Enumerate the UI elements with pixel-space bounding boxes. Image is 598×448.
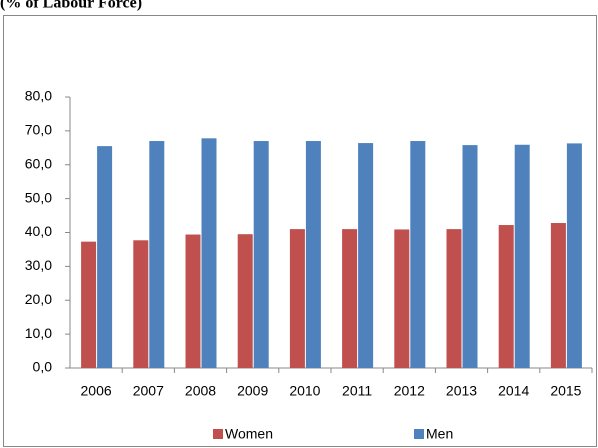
bar <box>253 141 269 368</box>
y-tick-label: 0,0 <box>33 359 53 375</box>
x-tick-label: 2012 <box>394 383 425 399</box>
x-tick-label: 2006 <box>81 383 112 399</box>
x-tick-label: 2010 <box>289 383 320 399</box>
bar <box>566 143 582 368</box>
legend-swatch <box>414 429 424 439</box>
y-tick-label: 60,0 <box>25 155 52 171</box>
x-tick-label: 2009 <box>237 383 268 399</box>
x-tick-label: 2008 <box>185 383 216 399</box>
bar <box>498 225 514 368</box>
y-tick-label: 70,0 <box>25 122 52 138</box>
legend-label: Men <box>426 426 453 442</box>
y-tick-label: 30,0 <box>25 257 52 273</box>
y-tick-label: 40,0 <box>25 223 52 239</box>
bar <box>149 141 165 368</box>
bar <box>201 138 217 368</box>
bar <box>514 144 530 368</box>
y-tick-label: 50,0 <box>25 189 52 205</box>
x-tick-label: 2015 <box>550 383 581 399</box>
bar <box>462 145 478 368</box>
bar <box>394 229 410 368</box>
bar <box>133 240 149 368</box>
y-tick-label: 10,0 <box>25 325 52 341</box>
bar <box>289 229 305 368</box>
chart-title: (% of Labour Force) <box>0 0 142 12</box>
bar <box>550 223 566 368</box>
bar <box>446 229 462 368</box>
bar <box>237 234 253 368</box>
bar <box>185 234 201 368</box>
bar <box>342 229 358 368</box>
legend-label: Women <box>225 426 273 442</box>
x-tick-label: 2007 <box>133 383 164 399</box>
x-tick-label: 2011 <box>342 383 372 399</box>
bar <box>97 146 113 368</box>
bar <box>305 141 321 368</box>
y-tick-label: 80,0 <box>25 88 52 104</box>
bar <box>358 143 374 368</box>
bar <box>410 141 426 368</box>
legend-swatch <box>213 429 223 439</box>
bar <box>81 241 97 368</box>
x-tick-label: 2014 <box>498 383 529 399</box>
x-tick-label: 2013 <box>446 383 477 399</box>
y-tick-label: 20,0 <box>25 291 52 307</box>
